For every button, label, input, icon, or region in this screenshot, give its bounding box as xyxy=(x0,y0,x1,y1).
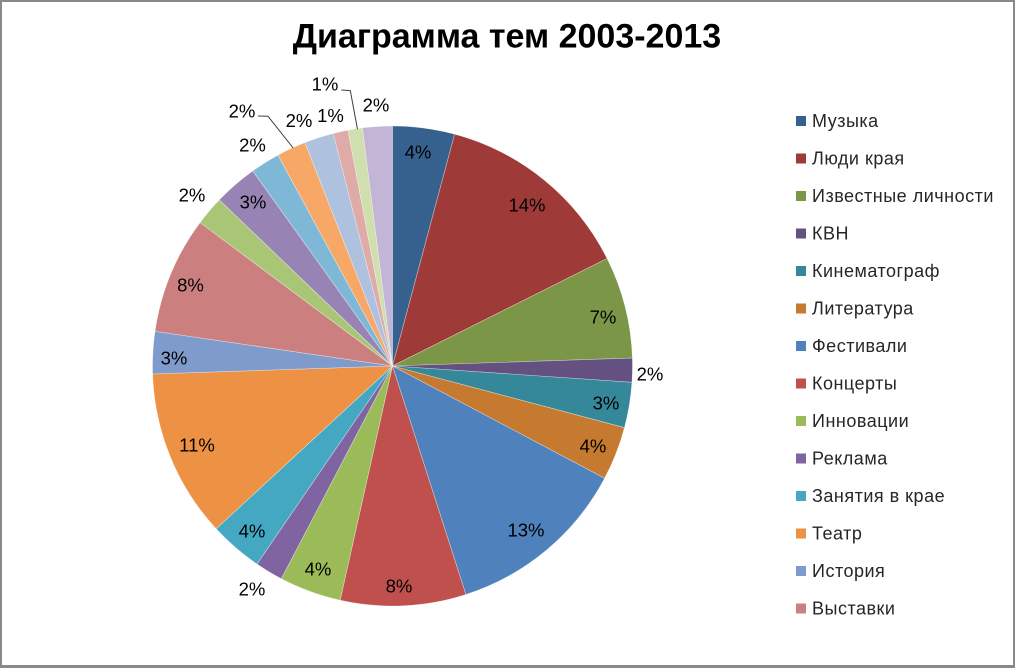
svg-text:Фестивали: Фестивали xyxy=(812,336,907,356)
svg-text:4%: 4% xyxy=(580,436,607,457)
svg-text:Инновации: Инновации xyxy=(812,411,909,431)
svg-text:1%: 1% xyxy=(317,105,344,126)
svg-text:Занятия в крае: Занятия в крае xyxy=(812,486,945,506)
svg-text:Выставки: Выставки xyxy=(812,599,896,619)
svg-text:1%: 1% xyxy=(312,74,339,95)
svg-text:2%: 2% xyxy=(286,110,313,131)
svg-text:3%: 3% xyxy=(161,348,188,369)
svg-text:Диаграмма тем 2003-2013: Диаграмма тем 2003-2013 xyxy=(293,18,721,56)
svg-text:4%: 4% xyxy=(405,142,432,163)
svg-text:Известные личности: Известные личности xyxy=(812,186,994,206)
svg-text:Театр: Театр xyxy=(812,524,862,544)
svg-text:2%: 2% xyxy=(637,364,664,385)
svg-text:8%: 8% xyxy=(386,576,413,597)
svg-text:4%: 4% xyxy=(305,559,332,580)
svg-text:2%: 2% xyxy=(239,135,266,156)
svg-text:8%: 8% xyxy=(177,275,204,296)
svg-text:Реклама: Реклама xyxy=(812,449,888,469)
svg-text:14%: 14% xyxy=(508,195,545,216)
svg-text:История: История xyxy=(812,561,885,581)
svg-text:13%: 13% xyxy=(507,520,544,541)
svg-text:2%: 2% xyxy=(179,185,206,206)
svg-text:7%: 7% xyxy=(590,307,617,328)
svg-text:Люди края: Люди края xyxy=(812,149,905,169)
svg-text:Музыка: Музыка xyxy=(812,111,879,131)
svg-text:11%: 11% xyxy=(179,435,215,456)
svg-text:3%: 3% xyxy=(593,393,620,414)
svg-text:3%: 3% xyxy=(240,192,267,213)
svg-text:2%: 2% xyxy=(229,101,256,122)
svg-text:КВН: КВН xyxy=(812,224,849,244)
svg-text:2%: 2% xyxy=(239,579,266,600)
svg-text:4%: 4% xyxy=(239,521,266,542)
svg-text:Кинематограф: Кинематограф xyxy=(812,261,940,281)
svg-text:Литература: Литература xyxy=(812,299,914,319)
svg-text:2%: 2% xyxy=(363,95,390,116)
svg-text:Концерты: Концерты xyxy=(812,374,897,394)
